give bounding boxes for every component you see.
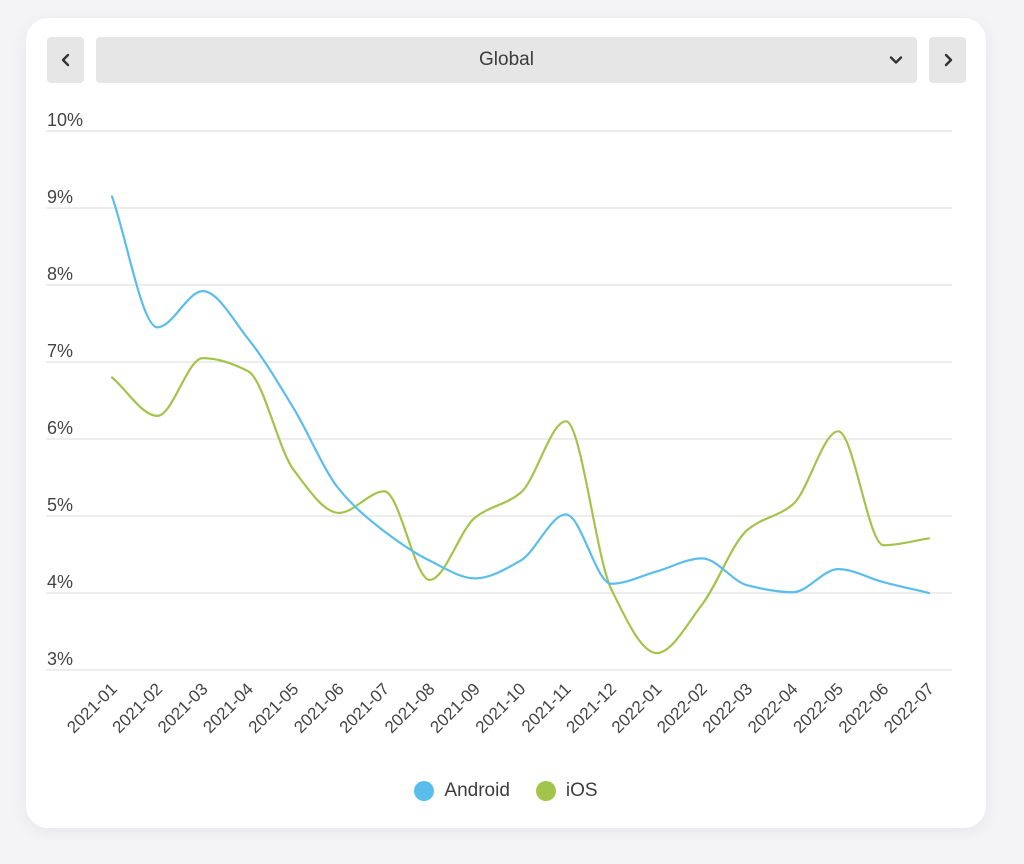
chevron-left-icon — [61, 53, 69, 67]
legend-swatch-ios — [535, 781, 556, 801]
y-tick-label: 7% — [47, 341, 73, 361]
legend-label-android: Android — [444, 780, 510, 801]
legend: Android iOS — [26, 780, 986, 802]
y-tick-label: 9% — [47, 187, 73, 207]
y-tick-label: 4% — [47, 572, 73, 592]
legend-item-android[interactable]: Android — [414, 780, 510, 802]
chart-card: Global 10% 9% 8% 7% 6% 5% 4% 3% 2021-01 2021-02 20… — [26, 18, 986, 828]
series-line-android — [110, 195, 931, 595]
previous-button[interactable] — [47, 37, 84, 83]
x-tick-label: 2022-07 — [880, 679, 938, 737]
series-line-ios — [110, 357, 931, 655]
legend-swatch-android — [414, 781, 435, 801]
y-tick-label: 10% — [47, 110, 83, 130]
legend-label-ios: iOS — [565, 780, 598, 801]
y-tick-label: 5% — [47, 495, 73, 515]
legend-item-ios[interactable]: iOS — [535, 780, 598, 802]
y-tick-label: 3% — [47, 649, 73, 669]
region-label: Global — [479, 49, 534, 70]
y-tick-label: 6% — [47, 418, 73, 438]
line-chart: 10%9%8%7%6%5%4%3%2021-012021-022021-0320… — [46, 110, 952, 737]
region-dropdown[interactable]: Global — [96, 37, 917, 83]
x-tick-label: 2021-10 — [472, 679, 530, 737]
chevron-down-icon — [889, 56, 903, 64]
chevron-right-icon — [944, 53, 952, 67]
next-button[interactable] — [929, 37, 966, 83]
y-tick-label: 8% — [47, 264, 73, 284]
